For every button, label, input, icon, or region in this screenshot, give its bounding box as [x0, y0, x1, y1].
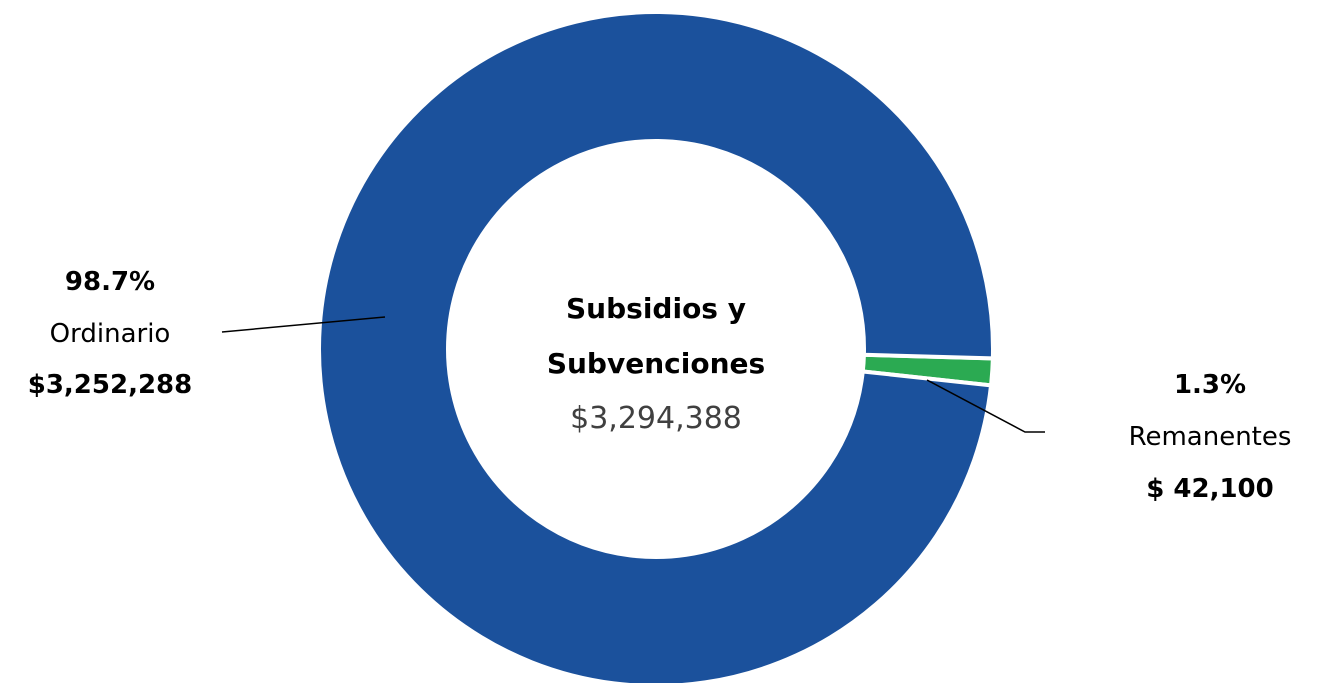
slice-label-percent-remanentes: 1.3% [1174, 370, 1246, 400]
slice-label-percent-ordinario: 98.7% [65, 267, 155, 297]
center-title-line-2: Subvenciones [547, 347, 765, 380]
donut-slice-ordinario [317, 10, 995, 683]
leader-line-remanentes [926, 379, 1045, 433]
leader-line-ordinario [221, 316, 386, 333]
center-total: $3,294,388 [570, 401, 742, 436]
center-title-line-1: Subsidios y [566, 292, 746, 325]
slice-label-name-remanentes: Remanentes [1129, 422, 1292, 452]
donut-slices [317, 10, 995, 683]
slice-label-amount-ordinario: $3,252,288 [28, 370, 192, 400]
slice-label-name-ordinario: Ordinario [50, 319, 171, 349]
slice-label-amount-remanentes: $ 42,100 [1146, 474, 1273, 504]
